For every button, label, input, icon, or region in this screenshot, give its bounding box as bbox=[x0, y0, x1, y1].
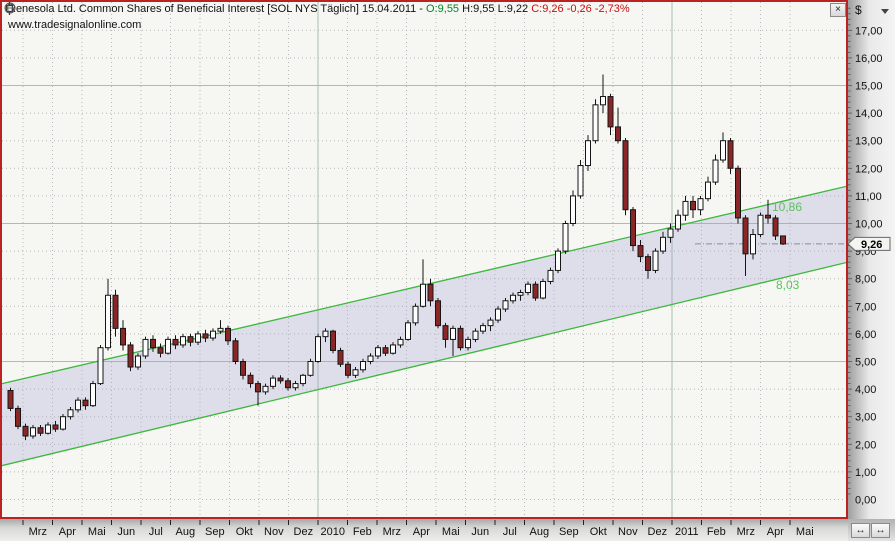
svg-text:Mrz: Mrz bbox=[737, 526, 755, 538]
channel-lower-label: 8,03 bbox=[776, 278, 800, 292]
svg-text:6,00: 6,00 bbox=[855, 329, 876, 341]
svg-text:Feb: Feb bbox=[707, 526, 726, 538]
svg-text:10,00: 10,00 bbox=[855, 219, 883, 231]
svg-text:Feb: Feb bbox=[353, 526, 372, 538]
scroll-right-button[interactable]: ↔ bbox=[871, 522, 890, 538]
svg-text:Sep: Sep bbox=[559, 526, 579, 538]
price-chart-svg: 10,86 8,03 bbox=[0, 0, 848, 519]
channel-upper-label: 10,86 bbox=[772, 200, 802, 214]
svg-text:Mai: Mai bbox=[796, 526, 814, 538]
axis-corner: ↔ ↔ bbox=[848, 519, 895, 541]
high-low-values: H:9,55 L:9,22 bbox=[459, 3, 532, 15]
svg-text:7,00: 7,00 bbox=[855, 301, 876, 313]
time-axis: Mrz Apr Mai Jun Jul Aug Sep Okt Nov Dez 2010 Feb Mrz… bbox=[0, 519, 848, 541]
svg-text:14,00: 14,00 bbox=[855, 108, 883, 120]
svg-text:2011: 2011 bbox=[675, 526, 699, 538]
svg-text:Jul: Jul bbox=[149, 526, 163, 538]
svg-text:1,00: 1,00 bbox=[855, 467, 876, 479]
svg-text:Mai: Mai bbox=[442, 526, 460, 538]
svg-text:Apr: Apr bbox=[767, 526, 784, 538]
svg-text:Dez: Dez bbox=[294, 526, 314, 538]
svg-text:Sep: Sep bbox=[205, 526, 225, 538]
svg-text:Okt: Okt bbox=[590, 526, 607, 538]
svg-text:4,00: 4,00 bbox=[855, 384, 876, 396]
svg-text:5,00: 5,00 bbox=[855, 357, 876, 369]
gridlines bbox=[2, 2, 846, 517]
svg-text:Aug: Aug bbox=[176, 526, 196, 538]
svg-text:2010: 2010 bbox=[321, 526, 345, 538]
svg-text:Okt: Okt bbox=[236, 526, 253, 538]
close-chart-button[interactable]: × bbox=[830, 3, 846, 17]
chart-titlebar: Renesola Ltd. Common Shares of Beneficia… bbox=[4, 2, 630, 33]
chart-canvas[interactable]: 10,86 8,03 Renesola Ltd. Common Shares of… bbox=[0, 0, 848, 519]
chart-title: Renesola Ltd. Common Shares of Beneficia… bbox=[8, 3, 630, 15]
svg-text:Apr: Apr bbox=[413, 526, 430, 538]
close-change-values: C:9,26 -0,26 -2,73% bbox=[531, 3, 630, 15]
svg-text:16,00: 16,00 bbox=[855, 53, 883, 65]
svg-text:9,26: 9,26 bbox=[861, 239, 882, 251]
svg-text:8,00: 8,00 bbox=[855, 274, 876, 286]
svg-text:Aug: Aug bbox=[530, 526, 550, 538]
svg-text:Apr: Apr bbox=[59, 526, 76, 538]
svg-text:3,00: 3,00 bbox=[855, 412, 876, 424]
current-price-marker: 9,26 bbox=[847, 236, 891, 251]
svg-text:Jun: Jun bbox=[117, 526, 135, 538]
svg-text:0,00: 0,00 bbox=[855, 495, 876, 507]
scroll-left-button[interactable]: ↔ bbox=[851, 522, 870, 538]
svg-text:Nov: Nov bbox=[264, 526, 284, 538]
watermark-link[interactable]: www.tradesignalonline.com bbox=[8, 19, 142, 31]
price-axis: $17,00 16,00 15,00 14,00 13,00 12,00 11,00 10,0… bbox=[847, 0, 895, 519]
svg-text:Jun: Jun bbox=[471, 526, 489, 538]
svg-text:Mai: Mai bbox=[88, 526, 106, 538]
currency-label[interactable]: $ bbox=[855, 3, 862, 17]
svg-text:17,00: 17,00 bbox=[855, 25, 883, 37]
svg-text:15,00: 15,00 bbox=[855, 81, 883, 93]
svg-text:11,00: 11,00 bbox=[855, 191, 882, 203]
svg-text:Mrz: Mrz bbox=[29, 526, 47, 538]
active-chart-border bbox=[0, 0, 848, 519]
svg-text:Dez: Dez bbox=[648, 526, 668, 538]
svg-text:2,00: 2,00 bbox=[855, 439, 876, 451]
svg-text:12,00: 12,00 bbox=[855, 163, 883, 175]
svg-text:Jul: Jul bbox=[503, 526, 517, 538]
regression-channel bbox=[0, 185, 848, 467]
svg-text:Mrz: Mrz bbox=[383, 526, 401, 538]
svg-text:13,00: 13,00 bbox=[855, 136, 883, 148]
currency-dropdown-icon[interactable] bbox=[881, 9, 889, 14]
open-value: O:9,55 bbox=[426, 3, 460, 15]
svg-text:Nov: Nov bbox=[618, 526, 638, 538]
candles-layer bbox=[7, 74, 786, 441]
